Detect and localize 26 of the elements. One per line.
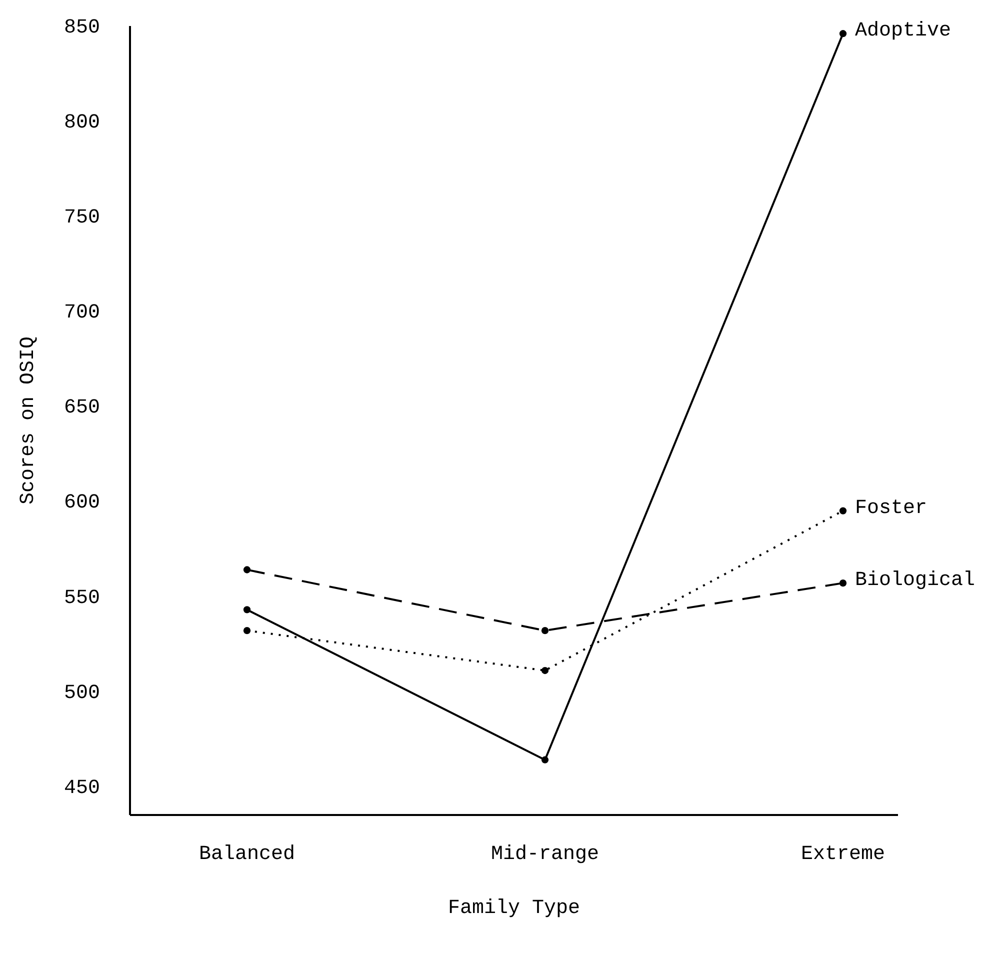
point [243,566,251,574]
series-label: Biological [855,569,976,592]
y-tick-label: 600 [64,492,100,515]
y-tick-label: 700 [64,302,100,325]
y-axis-title: Scores on OSIQ [17,336,40,505]
y-tick-label: 800 [64,111,100,134]
y-tick-label: 750 [64,206,100,230]
y-tick-label: 650 [64,396,100,420]
y-tick-label: 850 [64,16,100,40]
x-tick-label: Mid-range [490,843,600,866]
point [541,666,549,674]
point [839,507,847,514]
series-label: Foster [855,496,928,520]
series-label: Adoptive [855,20,952,43]
x-tick-label: Balanced [198,843,296,866]
point [541,756,549,764]
y-tick-label: 450 [64,776,100,800]
x-tick-label: Extreme [800,843,886,866]
point [839,579,847,587]
point [243,627,251,634]
point [839,30,847,38]
point [243,606,251,614]
x-axis-title: Family Type [448,897,580,920]
point [541,627,549,634]
y-tick-label: 500 [64,682,100,705]
y-tick-label: 550 [64,586,100,610]
